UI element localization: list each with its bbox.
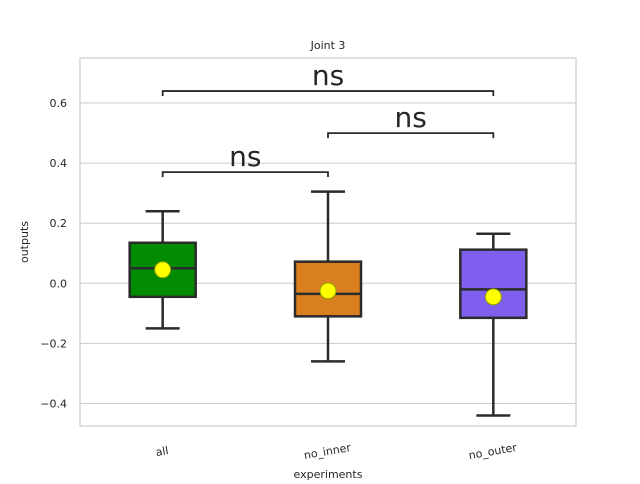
x-axis-label: experiments: [294, 468, 363, 480]
chart-title: Joint 3: [310, 39, 346, 52]
x-axis: all no_inner no_outer: [155, 441, 519, 462]
significance-label: ns: [312, 59, 344, 92]
y-tick-label: −0.2: [40, 337, 67, 350]
y-tick-label: 0.6: [50, 97, 68, 110]
significance-annotations: ns ns ns: [161, 59, 495, 178]
y-axis-label: outputs: [18, 221, 31, 263]
mean-marker: [154, 261, 172, 279]
plot-frame: [79, 57, 577, 427]
boxes: [128, 190, 528, 417]
x-tick-label: no_inner: [303, 441, 352, 462]
box-no_outer: [459, 248, 528, 320]
significance-label: ns: [394, 101, 426, 134]
y-tick-label: 0.2: [50, 217, 68, 230]
x-tick-label: all: [155, 444, 170, 459]
x-tick-label: no_outer: [468, 441, 518, 462]
y-tick-label: 0.4: [50, 157, 68, 170]
significance-bracket: [161, 171, 329, 178]
significance-bracket: [161, 90, 495, 97]
mean-marker: [319, 282, 337, 300]
y-tick-label: −0.4: [40, 397, 67, 410]
mean-marker: [484, 288, 502, 306]
y-tick-label: 0.0: [50, 277, 68, 290]
y-axis: −0.4 −0.2 0.0 0.2 0.4 0.6: [40, 97, 67, 410]
significance-bracket: [327, 132, 495, 139]
significance-label: ns: [229, 140, 261, 173]
